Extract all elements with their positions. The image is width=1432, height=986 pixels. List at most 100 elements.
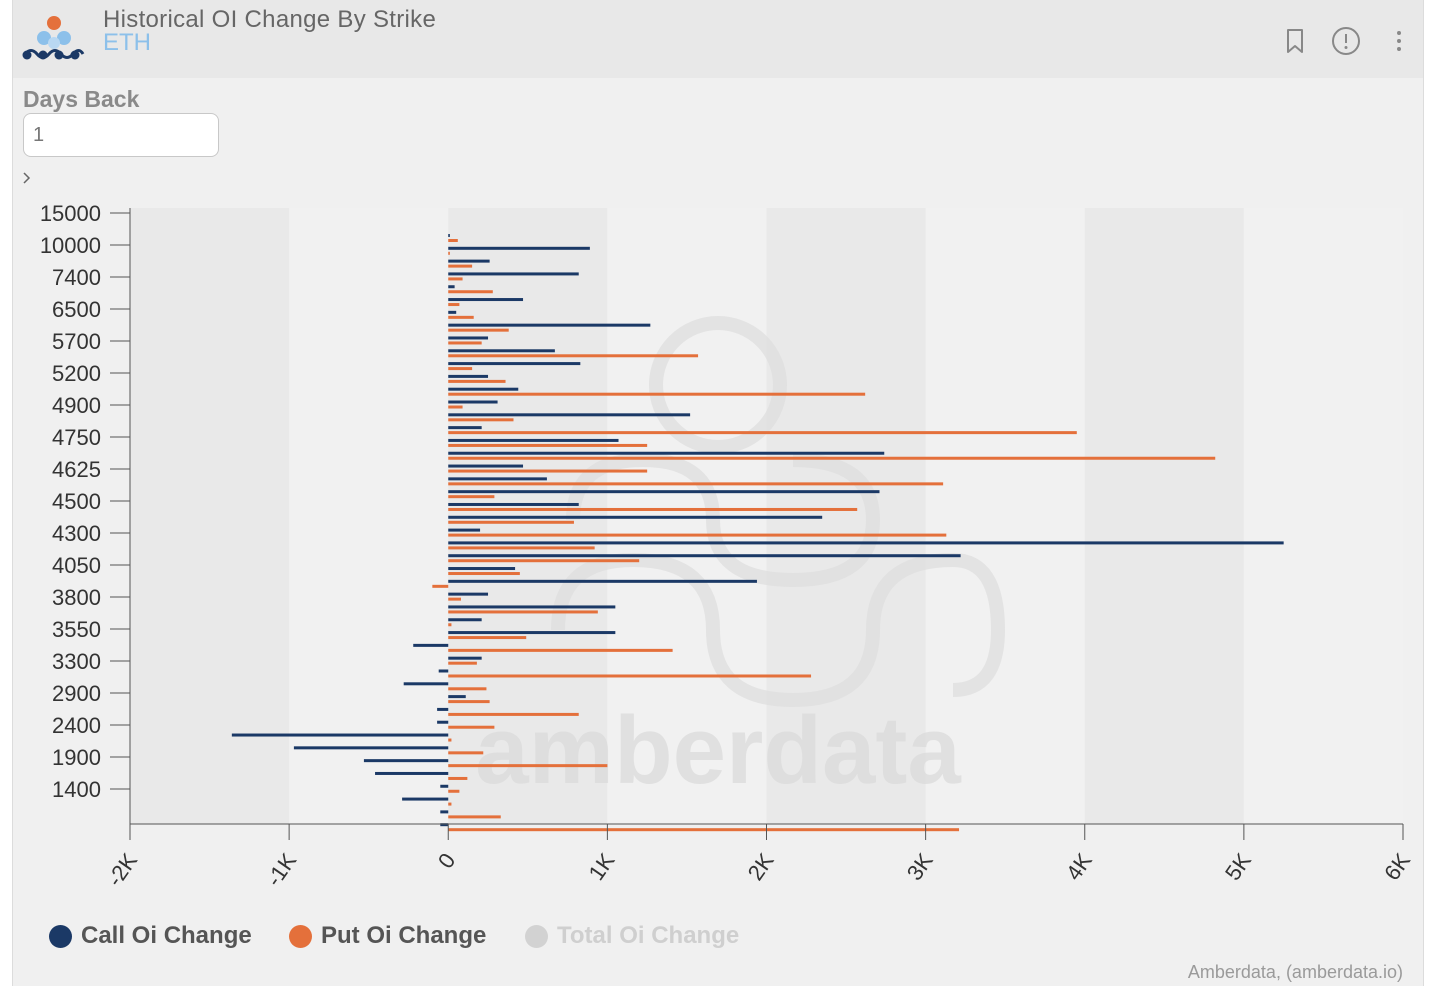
amberdata-logo [22,16,85,60]
call-oi-bar [448,310,457,314]
call-oi-bar [448,272,579,276]
call-oi-bar [448,631,616,635]
put-oi-bar [448,392,866,396]
x-tick-label: -2K [102,848,142,891]
put-oi-bar [448,623,452,627]
put-oi-bar [448,802,452,806]
call-oi-bar [448,541,1284,545]
call-oi-bar [448,426,482,430]
call-oi-bar [448,656,482,660]
x-tick-label: 0 [433,849,461,873]
put-oi-bar [448,712,579,716]
chart-panel: Historical OI Change By Strike ETH Days … [12,0,1424,986]
put-oi-bar [448,443,648,447]
more-vertical-icon[interactable] [1384,26,1414,56]
put-oi-bar [448,789,460,793]
put-oi-bar [448,328,509,332]
call-oi-bar [448,695,466,699]
call-oi-bar [440,810,449,814]
put-oi-bar [448,469,648,473]
y-tick-label: 3800 [52,585,101,610]
y-tick-label: 7400 [52,265,101,290]
grid-band [1243,208,1403,824]
call-oi-bar [448,259,490,263]
watermark-rings [551,316,1006,708]
put-oi-bar [448,572,520,576]
x-tick-label: 1K [584,848,620,885]
put-oi-bar [448,379,506,383]
days-back-input[interactable] [23,113,219,157]
call-oi-bar [448,298,524,302]
oi-change-chart: amberdata 150001000074006500570052004900… [40,201,1415,891]
legend-put-dot [289,924,312,948]
call-oi-bar [375,771,449,775]
put-oi-bar [448,341,482,345]
legend-total-oi-change[interactable]: Total Oi Change [525,920,739,952]
put-oi-bar [448,610,598,614]
call-oi-bar [448,554,961,558]
call-oi-bar [448,490,880,494]
put-oi-bar [448,597,461,601]
call-oi-bar [448,592,489,596]
put-oi-bar [448,264,473,268]
grid-band [1084,208,1244,824]
call-oi-bar [448,438,619,442]
call-oi-bar [448,528,481,532]
legend-put-label: Put Oi Change [321,922,487,949]
call-oi-bar [448,234,450,237]
legend-total-label: Total Oi Change [557,922,740,949]
x-tick-label: -1K [261,848,301,891]
put-oi-bar [448,367,473,371]
chevron-right-icon[interactable] [19,169,35,187]
bookmark-icon[interactable] [1280,26,1310,56]
put-oi-bar [448,482,944,486]
call-oi-bar [448,323,651,327]
put-oi-bar [448,648,673,652]
call-oi-bar [437,720,449,724]
put-oi-bar [448,674,812,678]
grid-band [289,208,449,824]
legend-call-dot [49,924,72,948]
y-tick-label: 3550 [52,617,101,642]
call-oi-bar [438,669,449,673]
call-oi-bar [403,682,449,686]
data-credit: Amberdata, (amberdata.io) [1187,962,1403,982]
call-oi-bar [448,362,581,366]
call-oi-bar [363,759,449,763]
put-oi-bar [448,290,493,294]
put-oi-bar [448,354,699,358]
call-oi-bar [448,567,516,571]
call-oi-bar [437,707,449,711]
y-tick-label: 4750 [52,425,101,450]
put-oi-bar [448,815,501,819]
y-tick-label: 6500 [52,297,101,322]
y-tick-label: 3300 [52,649,101,674]
y-tick-label: 15000 [40,201,101,226]
asset-subtitle: ETH [103,29,151,56]
put-oi-bar [448,251,450,255]
call-oi-bar [293,746,449,750]
call-oi-bar [448,502,579,506]
put-oi-bar [448,636,527,640]
call-oi-bar [440,784,449,788]
put-oi-bar [448,495,495,499]
x-tick-label: 3K [902,848,938,885]
put-oi-bar [448,700,490,704]
call-oi-bar [448,374,489,378]
put-oi-bar [448,546,595,550]
put-oi-bar [448,559,640,563]
call-oi-bar [402,797,449,801]
call-oi-bar [413,643,449,647]
put-oi-bar [448,418,514,422]
legend-put-oi-change[interactable]: Put Oi Change [289,920,486,952]
put-oi-bar [448,239,458,242]
legend-call-oi-change[interactable]: Call Oi Change [49,920,252,952]
put-oi-bar [448,277,463,281]
days-back-label: Days Back [23,86,140,112]
grid-band [925,208,1085,824]
call-oi-bar [440,823,449,827]
x-tick-label: 2K [743,848,779,885]
put-oi-bar [448,405,463,409]
info-icon[interactable] [1331,26,1361,56]
legend-total-dot [525,924,548,948]
